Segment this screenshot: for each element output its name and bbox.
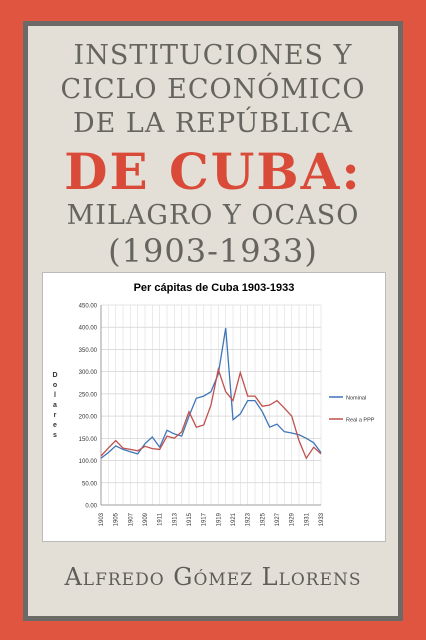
x-tick-label: 1911: [158, 512, 164, 526]
x-tick-label: 1909: [143, 512, 149, 526]
x-tick-label: 1905: [114, 512, 120, 526]
legend-label: Real a PPP: [346, 418, 375, 424]
series-line-0: [100, 327, 322, 459]
y-axis-label-char: D: [52, 372, 57, 379]
chart: Per cápitas de Cuba 1903-1933 0.00 50.00 10…: [42, 272, 386, 542]
y-axis-label-char: e: [53, 422, 57, 429]
x-tick-label: 1927: [275, 512, 281, 526]
title-line-4: DE CUBA:: [64, 142, 362, 201]
y-axis-label-char: a: [53, 402, 57, 409]
subtitle-line-1: MILAGRO Y OCASO: [66, 200, 360, 231]
y-tick-label: 50.00: [82, 481, 98, 487]
y-tick-label: 450.00: [79, 304, 98, 310]
y-tick-label: 100.00: [79, 459, 98, 465]
y-axis-label-char: r: [54, 412, 57, 419]
y-tick-label: 150.00: [79, 437, 98, 443]
series-line-1: [100, 366, 322, 460]
y-tick-label: 300.00: [79, 370, 98, 376]
y-axis-label-char: o: [53, 382, 57, 389]
y-tick-label: 400.00: [79, 326, 98, 332]
y-tick-label: 0.00: [85, 504, 97, 510]
legend-label: Nominal: [346, 396, 366, 402]
title-line-2: CICLO ECONÓMICO: [60, 74, 366, 105]
author-name: Alfredo Gómez Llorens: [64, 563, 362, 591]
y-tick-label: 350.00: [79, 348, 98, 354]
y-axis-label-char: l: [54, 392, 56, 399]
chart-title: Per cápitas de Cuba 1903-1933: [134, 282, 295, 294]
x-tick-label: 1929: [290, 512, 296, 526]
x-tick-label: 1903: [99, 512, 105, 526]
x-tick-label: 1925: [260, 512, 266, 526]
x-tick-label: 1921: [231, 512, 237, 526]
x-tick-label: 1907: [128, 512, 134, 526]
x-tick-label: 1913: [172, 512, 178, 526]
title-line-1: INSTITUCIONES Y: [73, 40, 353, 71]
x-tick-label: 1917: [202, 512, 208, 526]
x-tick-label: 1931: [304, 512, 310, 526]
x-tick-label: 1919: [216, 512, 222, 526]
x-tick-label: 1923: [246, 512, 252, 526]
y-tick-label: 250.00: [79, 392, 98, 398]
chart-svg: Per cápitas de Cuba 1903-1933 0.00 50.00 10…: [52, 282, 375, 526]
x-tick-label: 1915: [187, 512, 193, 526]
y-tick-label: 200.00: [79, 415, 98, 421]
x-tick-label: 1933: [319, 512, 325, 526]
title-line-3: DE LA REPÚBLICA: [72, 108, 354, 139]
subtitle-line-2: (1903-1933): [108, 232, 318, 270]
y-axis-label-char: s: [53, 432, 57, 439]
cover-panel: INSTITUCIONES Y CICLO ECONÓMICO DE LA RE…: [28, 26, 398, 616]
